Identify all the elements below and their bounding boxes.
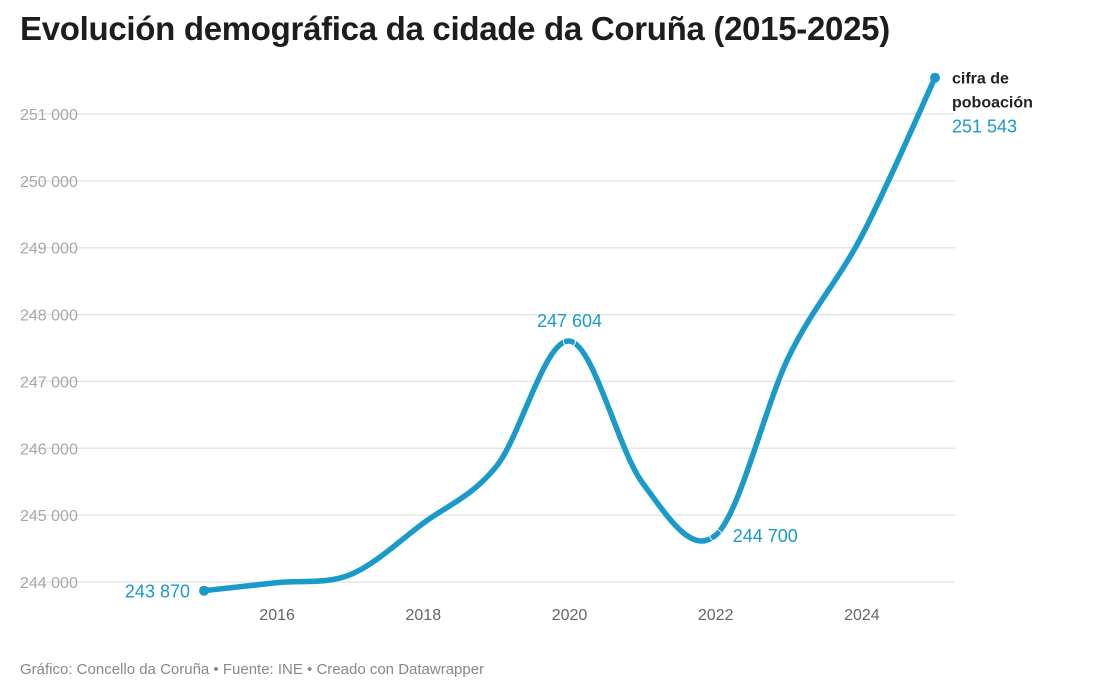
data-point: [930, 72, 940, 83]
x-tick-label: 2018: [406, 607, 442, 624]
value-label-2015: 243 870: [125, 582, 190, 602]
value-label-2022: 244 700: [733, 526, 798, 546]
data-point-marker: [563, 334, 576, 348]
y-tick-label: 245 000: [20, 508, 78, 525]
value-label-2020: 247 604: [537, 311, 602, 331]
data-point: [199, 585, 209, 596]
y-tick-label: 244 000: [20, 575, 78, 592]
y-tick-label: 248 000: [20, 308, 78, 325]
y-tick-label: 246 000: [20, 441, 78, 458]
x-tick-label: 2024: [844, 607, 880, 624]
y-tick-label: 251 000: [20, 107, 78, 124]
chart-footer: Gráfico: Concello da Coruña • Fuente: IN…: [20, 661, 485, 678]
x-tick-label: 2016: [259, 607, 295, 624]
y-tick-label: 249 000: [20, 241, 78, 258]
value-label-2025: 251 543: [952, 117, 1017, 137]
data-point-marker: [709, 528, 723, 542]
y-tick-label: 247 000: [20, 374, 78, 391]
chart-title: Evolución demográfica da cidade da Coruñ…: [20, 10, 890, 47]
x-tick-label: 2022: [698, 607, 734, 624]
x-tick-label: 2020: [552, 607, 588, 624]
series-label-line1: cifra de: [952, 71, 1009, 88]
series-label-line2: poboación: [952, 95, 1033, 112]
series-line: [201, 74, 938, 594]
y-tick-label: 250 000: [20, 174, 78, 191]
